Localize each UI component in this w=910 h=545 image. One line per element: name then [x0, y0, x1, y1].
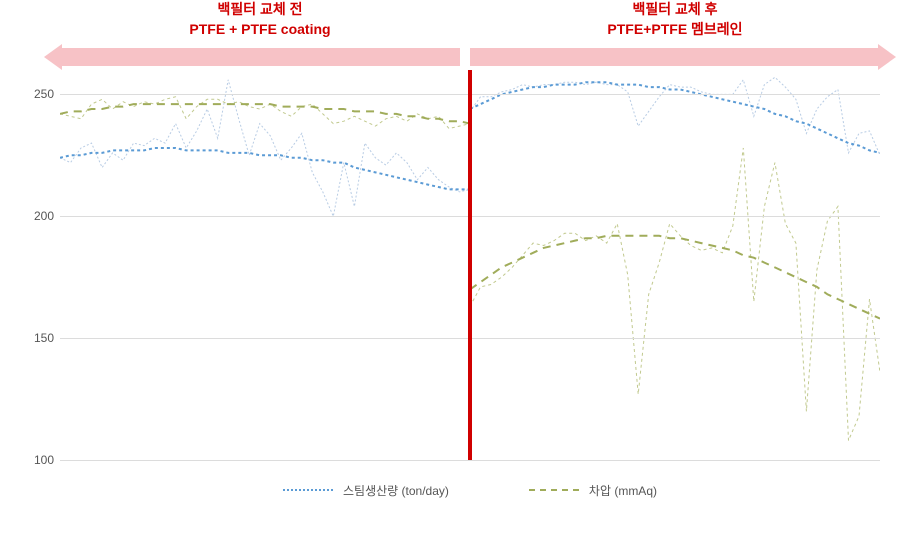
header-right-line2: PTFE+PTFE 멤브레인 [470, 20, 880, 40]
series-steam_trend_right [470, 82, 880, 153]
series-steam_trend_left [60, 148, 470, 189]
legend-label-pressure: 차압 (mmAq) [589, 482, 657, 499]
vertical-divider [468, 70, 472, 460]
gridline [60, 460, 880, 461]
header-right-line1: 백필터 교체 후 [470, 0, 880, 20]
y-tick-label: 100 [20, 453, 54, 467]
y-tick-label: 200 [20, 209, 54, 223]
legend: 스팀생산량 (ton/day) 차압 (mmAq) [60, 470, 880, 510]
y-tick-label: 150 [20, 331, 54, 345]
header-left: 백필터 교체 전 PTFE + PTFE coating [60, 0, 460, 39]
series-steam_raw_left [60, 80, 470, 217]
header-left-line1: 백필터 교체 전 [60, 0, 460, 20]
header-right: 백필터 교체 후 PTFE+PTFE 멤브레인 [470, 0, 880, 39]
plot-area: 100150200250 [60, 70, 880, 460]
legend-item-steam: 스팀생산량 (ton/day) [283, 482, 449, 499]
y-tick-label: 250 [20, 87, 54, 101]
series-press_raw_right [470, 148, 880, 441]
legend-label-steam: 스팀생산량 (ton/day) [343, 482, 449, 499]
series-press_raw_left [60, 97, 470, 129]
series-press_trend_right [470, 236, 880, 319]
legend-line-pressure-icon [529, 489, 579, 491]
arrow-bar-left [60, 48, 460, 66]
arrow-head-right-icon [878, 44, 896, 70]
header-left-line2: PTFE + PTFE coating [60, 20, 460, 40]
arrow-bar-right [470, 48, 880, 66]
legend-item-pressure: 차압 (mmAq) [529, 482, 657, 499]
legend-line-steam-icon [283, 489, 333, 491]
